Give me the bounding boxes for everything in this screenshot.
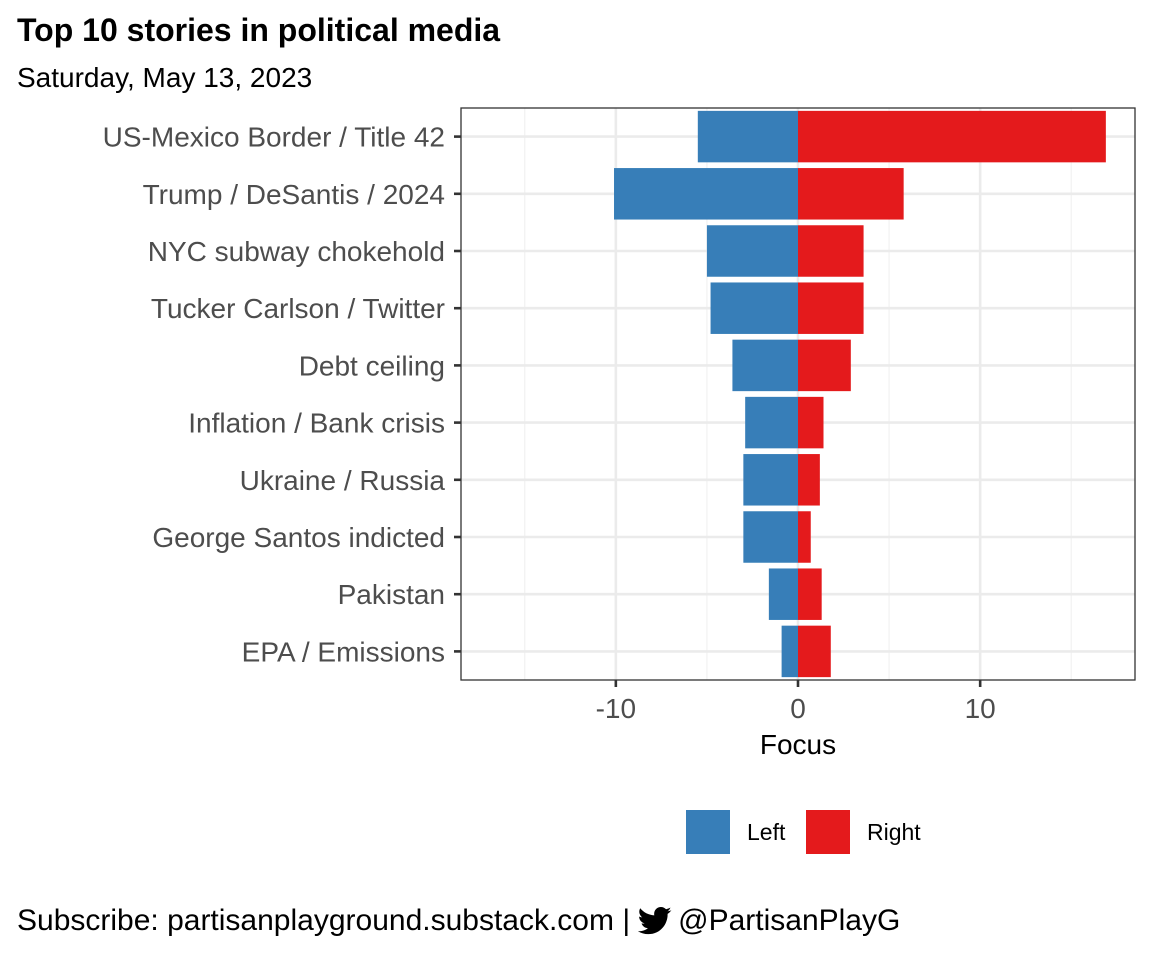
bar-left (732, 339, 798, 392)
bar-right (798, 339, 851, 392)
bar-right (798, 168, 904, 220)
category-label: Tucker Carlson / Twitter (151, 293, 445, 324)
legend-swatch-left (686, 810, 730, 854)
bar-left (743, 454, 798, 506)
x-tick-label: -10 (596, 693, 636, 724)
category-label: Ukraine / Russia (240, 465, 446, 496)
bar-left (743, 511, 798, 563)
bar-right (798, 225, 864, 277)
bar-right (798, 396, 824, 449)
bar-right (798, 110, 1106, 163)
x-axis-title: Focus (760, 729, 836, 760)
legend-swatch-right (806, 810, 850, 854)
category-label: Trump / DeSantis / 2024 (143, 179, 445, 210)
bar-left (745, 396, 798, 449)
bar-right (798, 568, 822, 620)
category-label: US-Mexico Border / Title 42 (103, 122, 445, 153)
bar-left (710, 282, 798, 334)
bar-right (798, 625, 831, 678)
chart-subtitle: Saturday, May 13, 2023 (17, 62, 312, 93)
legend-label-left: Left (747, 819, 786, 845)
legend-label-right: Right (867, 819, 921, 845)
x-tick-label: 10 (965, 693, 996, 724)
chart-title: Top 10 stories in political media (17, 12, 500, 48)
category-label: George Santos indicted (152, 522, 445, 553)
caption: Subscribe: partisanplayground.substack.c… (17, 904, 900, 938)
caption-handle: @PartisanPlayG (678, 904, 901, 937)
category-label: NYC subway chokehold (148, 236, 445, 267)
plot-area: US-Mexico Border / Title 42 Trump / DeSan… (103, 107, 1136, 724)
legend: Left Right (686, 810, 921, 854)
bar-right (798, 511, 811, 563)
category-label: Inflation / Bank crisis (188, 408, 445, 439)
bar-right (798, 282, 864, 334)
bar-right (798, 454, 820, 506)
bar-left (706, 225, 798, 277)
caption-subscribe-text: Subscribe: partisanplayground.substack.c… (17, 904, 631, 937)
category-label: Debt ceiling (299, 350, 445, 381)
x-tick-label: 0 (790, 693, 806, 724)
category-label: EPA / Emissions (242, 636, 445, 667)
category-label: Pakistan (338, 579, 445, 610)
bar-left (781, 625, 798, 678)
twitter-bird-icon (637, 906, 672, 936)
bar-left (697, 110, 798, 163)
bar-left (768, 568, 798, 620)
bar-left (614, 168, 798, 220)
